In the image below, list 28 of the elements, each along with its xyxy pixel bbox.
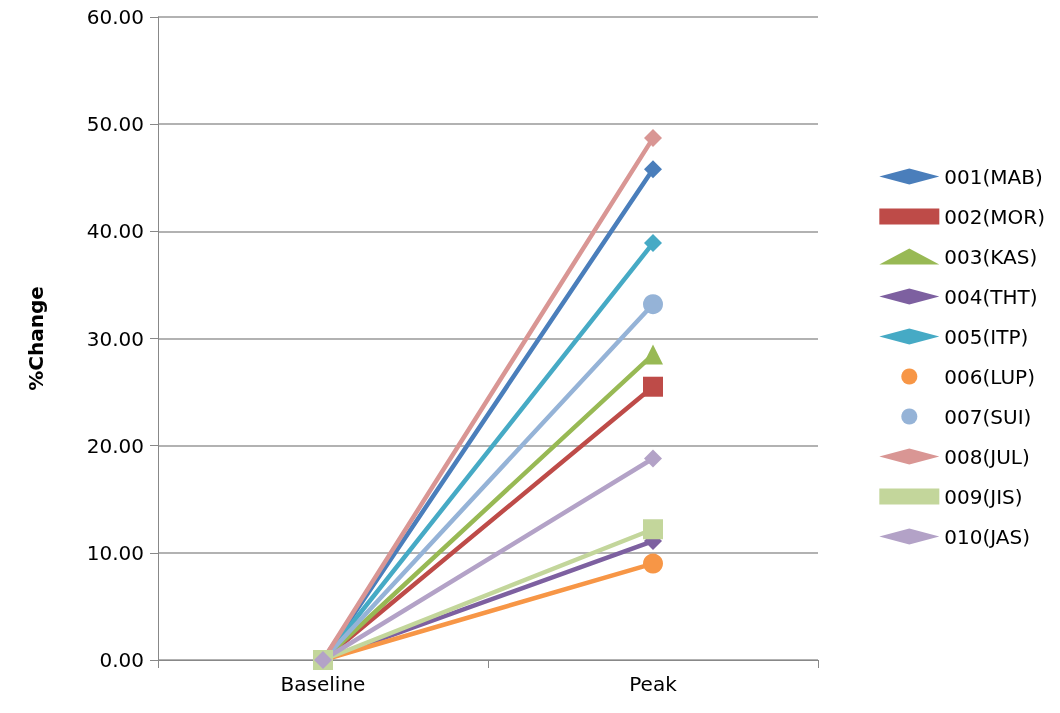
point	[644, 234, 662, 253]
y-tick-label: 30.00	[86, 326, 144, 351]
legend-label: 001(MAB)	[944, 164, 1043, 189]
y-axis-title: %Change	[24, 286, 48, 391]
y-tick-label: 10.00	[86, 540, 144, 565]
y-tick-label: 50.00	[86, 112, 144, 137]
y-tick-label: 40.00	[86, 219, 144, 244]
point	[643, 519, 663, 540]
legend-label: 010(JAS)	[944, 524, 1031, 549]
legend-label: 004(THT)	[944, 284, 1038, 309]
legend-label: 008(JUL)	[944, 444, 1030, 469]
legend-label: 002(MOR)	[944, 204, 1046, 229]
point	[643, 553, 663, 574]
legend-label: 005(ITP)	[944, 324, 1029, 349]
legend-label: 007(SUI)	[944, 404, 1032, 429]
point	[644, 449, 662, 468]
y-tick-label: 60.00	[86, 5, 144, 29]
point	[643, 376, 663, 397]
y-tick-label: 0.00	[99, 648, 144, 672]
legend-label: 009(JIS)	[944, 484, 1023, 509]
legend-label: 003(KAS)	[944, 244, 1038, 269]
x-tick-label: Baseline	[280, 672, 366, 696]
point	[644, 160, 662, 179]
x-tick-label: Peak	[629, 672, 678, 696]
point	[643, 294, 663, 315]
legend-label: 006(LUP)	[944, 364, 1035, 389]
y-tick-label: 20.00	[86, 433, 144, 458]
point	[644, 129, 662, 148]
